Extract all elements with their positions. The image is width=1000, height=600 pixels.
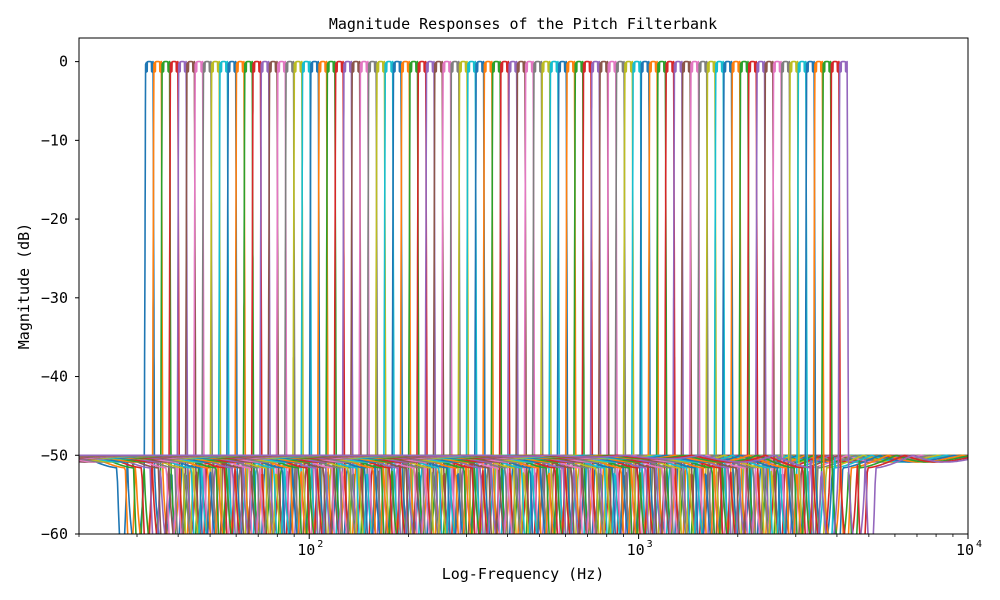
series-layer	[79, 60, 968, 534]
y-tick-label: 0	[59, 53, 68, 71]
y-tick-label: −10	[41, 131, 68, 149]
y-tick-label: −60	[41, 525, 68, 543]
y-axis-label: Magnitude (dB)	[15, 223, 33, 349]
y-tick-label: −50	[41, 446, 68, 464]
x-tick-label: 10	[297, 541, 315, 559]
x-axis-label: Log-Frequency (Hz)	[442, 565, 605, 583]
x-tick-exponent: 4	[976, 539, 982, 550]
y-tick-label: −30	[41, 289, 68, 307]
chart-title: Magnitude Responses of the Pitch Filterb…	[329, 15, 717, 33]
y-tick-label: −40	[41, 368, 68, 386]
x-tick-label: 10	[956, 541, 974, 559]
plot-frame	[78, 37, 969, 535]
x-tick-exponent: 2	[317, 539, 323, 550]
x-axis-ticks: 10 2 10 3 10 4	[78, 534, 982, 559]
x-tick-label: 10	[627, 541, 645, 559]
y-tick-label: −20	[41, 210, 68, 228]
y-axis-ticks: 0 −10 −20 −30 −40 −50 −60	[41, 53, 79, 543]
filter-response-line	[79, 60, 968, 534]
x-tick-exponent: 3	[647, 539, 653, 550]
